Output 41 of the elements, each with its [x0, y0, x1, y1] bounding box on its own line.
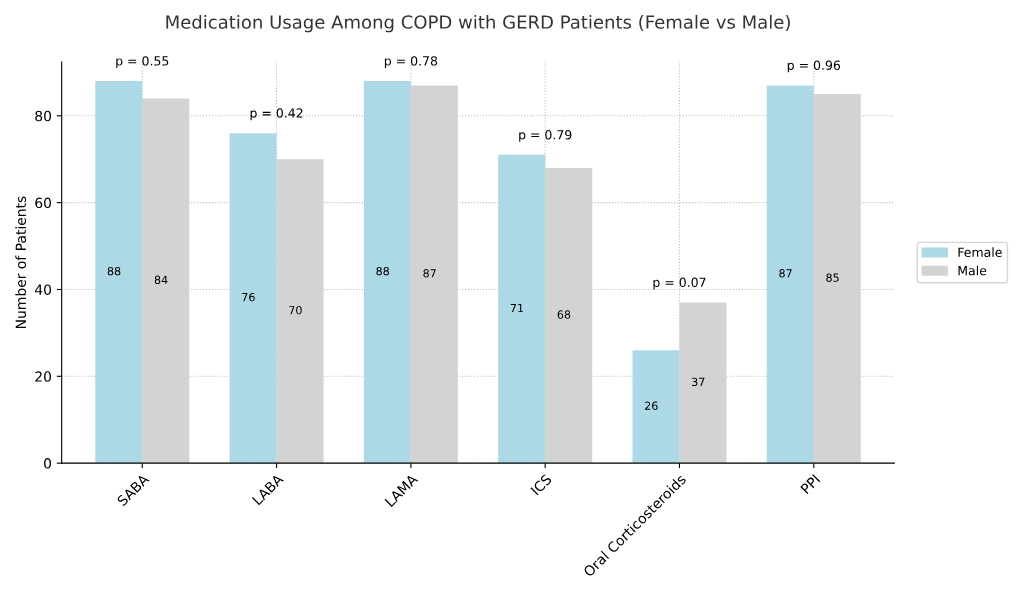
data-label: 76 — [242, 292, 255, 302]
bar — [766, 85, 814, 464]
data-label: 85 — [826, 273, 839, 282]
data-label: 87 — [423, 269, 436, 278]
data-label: 71 — [510, 303, 524, 313]
data-label: 88 — [376, 266, 389, 276]
annotation: p = 0.07 — [653, 277, 706, 290]
legend-label: Female — [958, 247, 1002, 257]
data-label: 84 — [154, 275, 168, 285]
y-tick-label: 60 — [35, 197, 52, 209]
bar — [410, 85, 458, 464]
x-tick-label: ICS — [530, 473, 553, 496]
annotation: p = 0.42 — [250, 108, 303, 121]
bar — [142, 98, 190, 464]
annotation: p = 0.79 — [519, 129, 572, 142]
chart-title: Medication Usage Among COPD with GERD Patients (Female vs Male) — [166, 14, 790, 33]
bar — [632, 350, 680, 464]
bar — [498, 154, 546, 464]
bar — [363, 81, 411, 464]
data-label: 37 — [692, 377, 705, 387]
data-label: 68 — [557, 310, 571, 319]
bar — [95, 81, 143, 464]
bar — [545, 167, 593, 464]
y-tick-label: 0 — [44, 458, 52, 469]
annotation: p = 0.55 — [116, 56, 169, 69]
bar — [229, 133, 277, 464]
bar — [276, 159, 324, 464]
bar — [813, 94, 861, 464]
data-label: 26 — [645, 401, 658, 410]
data-label: 87 — [779, 269, 792, 278]
y-tick-label: 80 — [35, 110, 52, 122]
data-label: 70 — [289, 306, 302, 315]
annotation: p = 0.78 — [384, 56, 438, 69]
data-label: 88 — [107, 266, 121, 276]
y-axis-title: Number of Patients — [15, 196, 27, 328]
y-tick-label: 20 — [35, 371, 52, 382]
y-tick-label: 40 — [34, 284, 52, 295]
legend-label: Male — [958, 265, 987, 276]
bar — [679, 302, 727, 464]
annotation: p = 0.96 — [787, 60, 841, 73]
x-tick-label: PPI — [800, 474, 821, 495]
